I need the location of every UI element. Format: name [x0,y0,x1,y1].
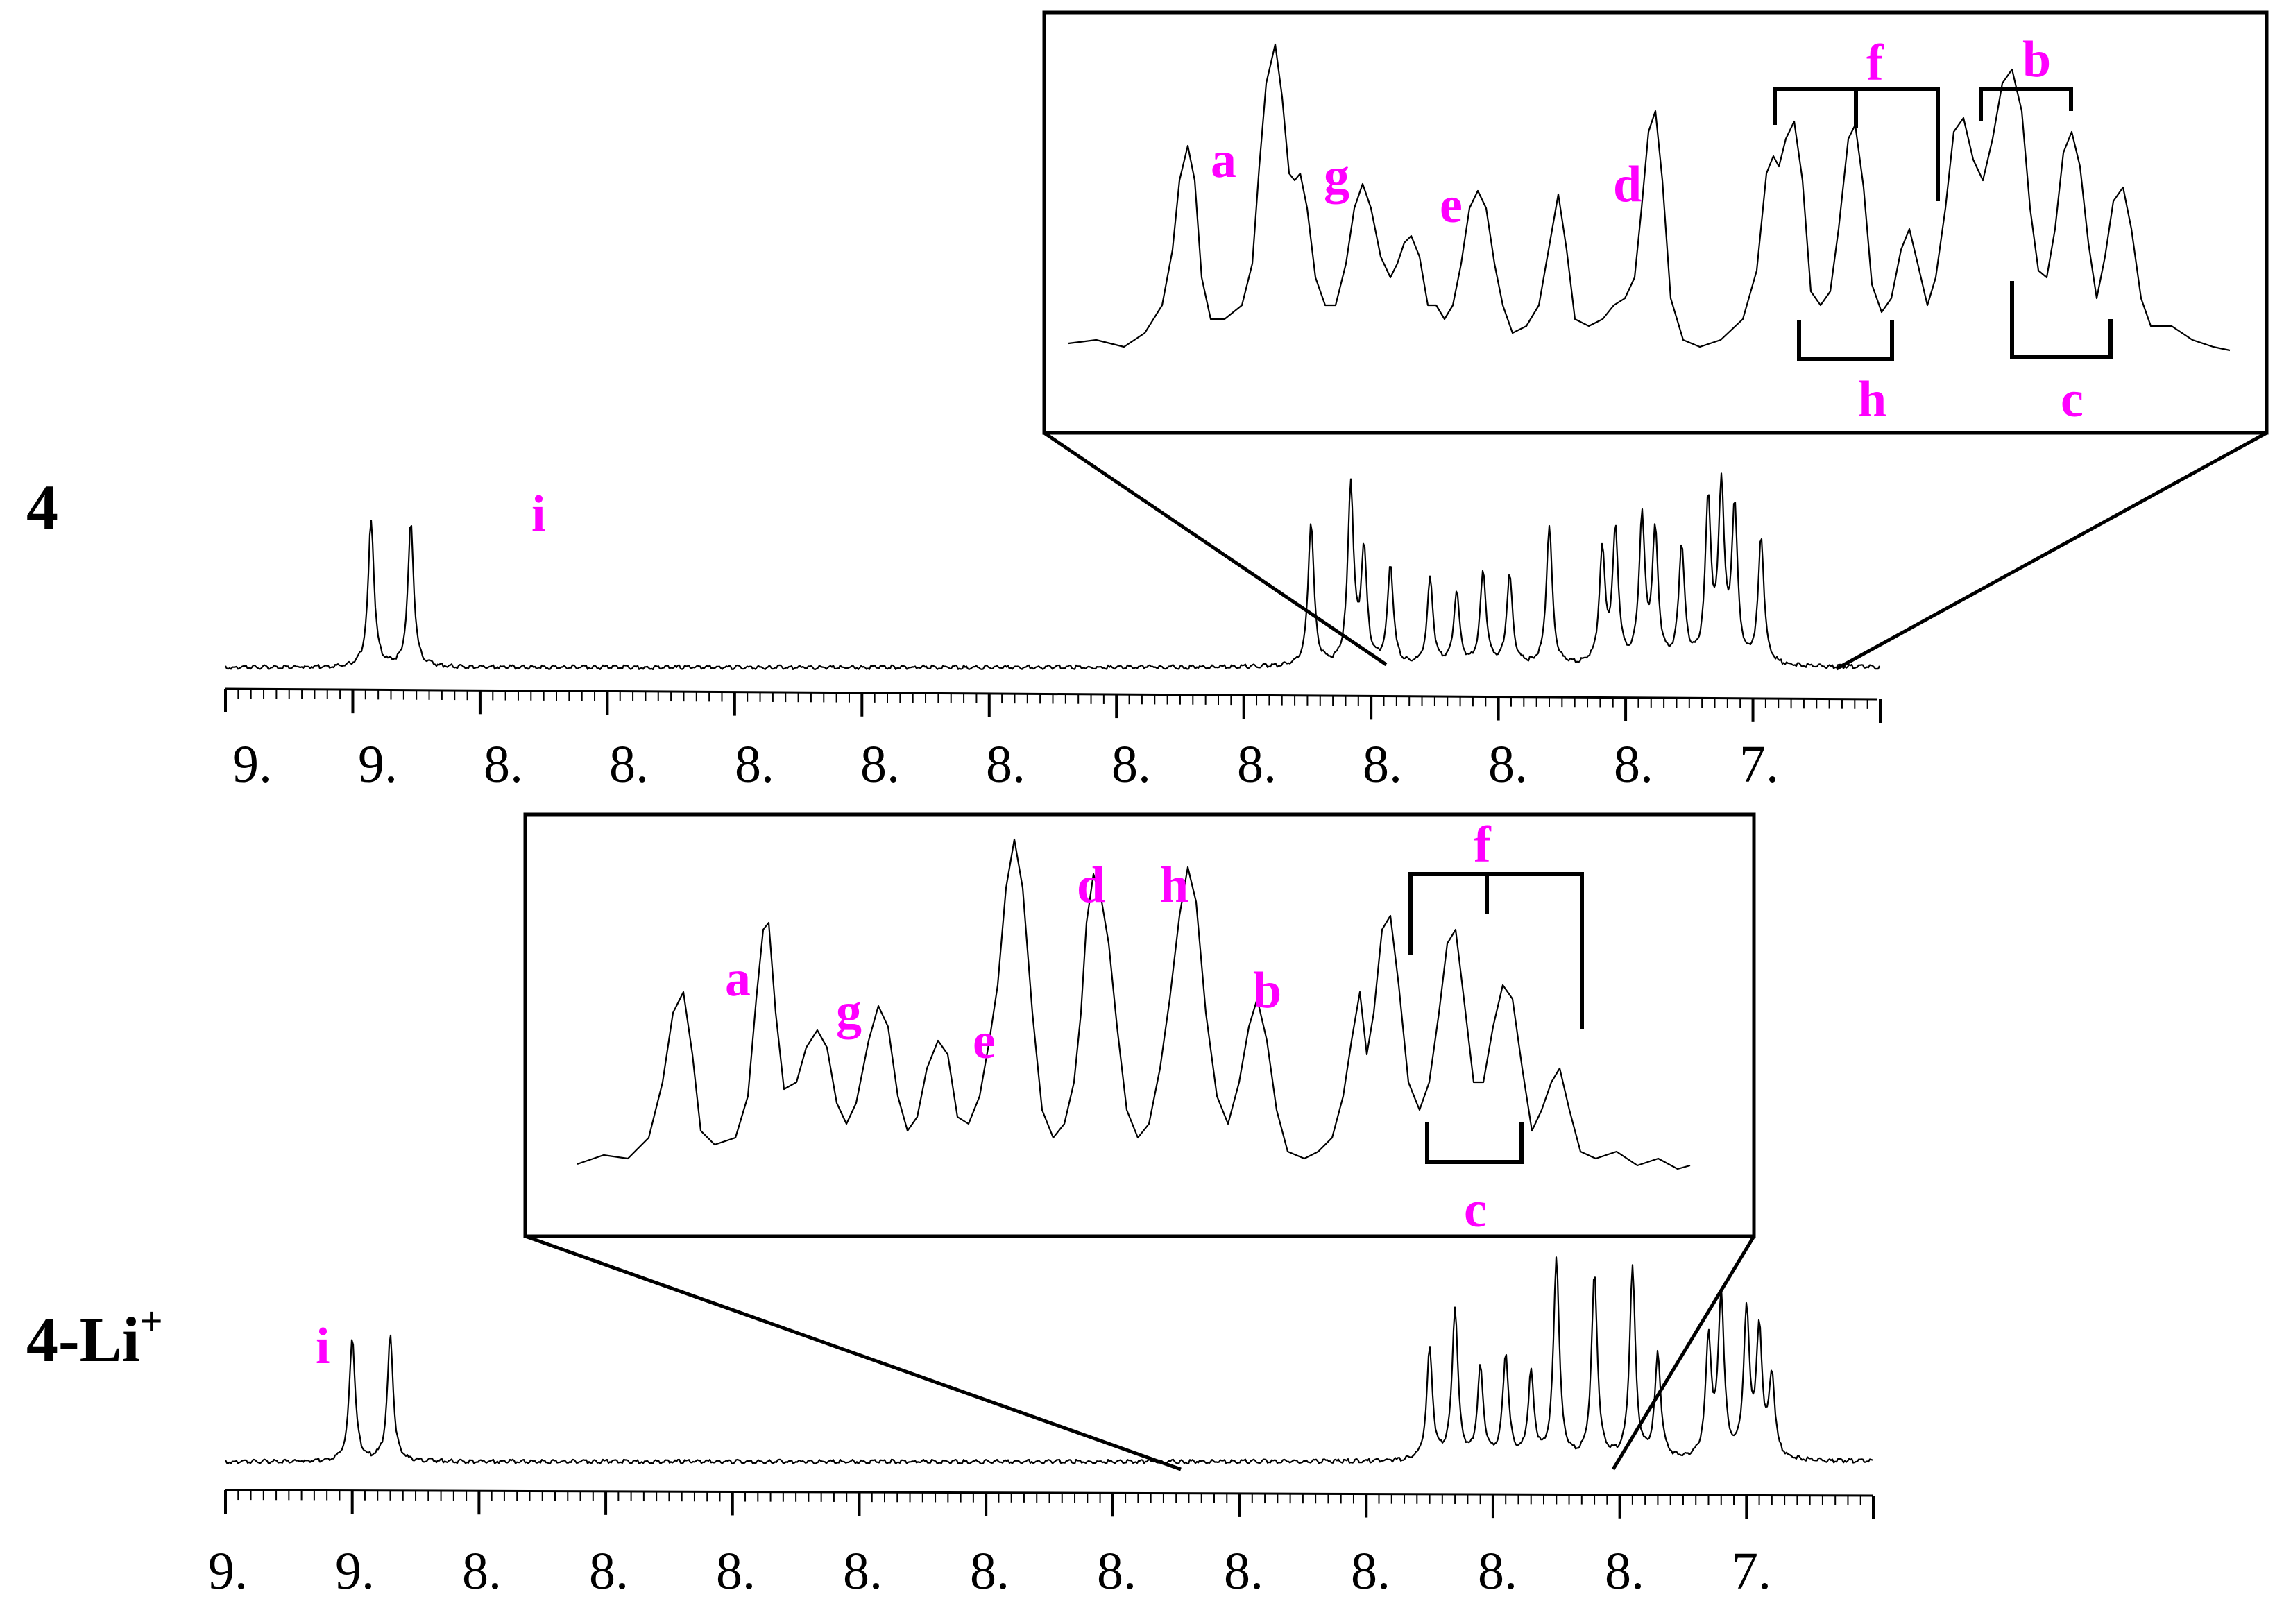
tick-label: 9. [232,735,272,794]
compound-label-4-li-base: 4-Li [26,1304,140,1375]
peak-label-f-li: f [1474,817,1492,873]
tick-label: 9. [358,735,398,794]
peak-label-c: c [2061,371,2084,428]
inset-box-4-li [523,812,1756,1238]
peak-label-f: f [1866,35,1884,92]
tick-label: 8. [1224,1542,1263,1600]
peak-label-i-li: i [316,1318,330,1375]
tick-label: 8. [735,735,774,794]
ppm-axis-ticks-4 [224,689,1882,723]
tick-label: 8. [1111,735,1151,794]
ppm-axis-ticks-4-li [224,1490,1875,1519]
tick-label: 8. [1097,1542,1136,1600]
zoom-line-left-4 [1043,431,1388,667]
tick-label: 8. [589,1542,629,1600]
tick-label: 8. [1488,735,1528,794]
tick-label: 8. [716,1542,756,1600]
spectrum-trace-4 [225,472,1880,670]
tick-label: 8. [462,1542,502,1600]
compound-label-4-li: 4-Li+ [26,1299,163,1375]
peak-label-b-li: b [1253,962,1281,1019]
tick-label: 8. [1478,1542,1517,1600]
peak-label-d: d [1613,156,1642,213]
tick-label: 7. [1732,1542,1771,1600]
tick-label: 8. [1351,1542,1390,1600]
spectrum-4: 4 a g e d f b h c i 9. 9. 8. 8. 8. 8. 8. 8. 8. 8.… [26,10,2269,794]
zoom-line-left-4-li [525,1234,1182,1471]
ppm-axis-labels-4-li: 9. 9. 8. 8. 8. 8. 8. 8. 8. 8. 8. 8. 7. [208,1542,1771,1600]
tick-label: 8. [609,735,649,794]
compound-label-4: 4 [26,472,58,542]
tick-label: 8. [986,735,1025,794]
peak-label-a: a [1211,132,1236,189]
tick-label: 8. [484,735,523,794]
bracket-f-4 [1773,87,1940,201]
inset-trace-4-li [577,838,1691,1170]
ppm-axis-labels-4: 9. 9. 8. 8. 8. 8. 8. 8. 8. 8. 8. 8. 7. [232,735,1779,794]
inset-trace-4 [1068,43,2231,352]
zoom-line-right-4-li [1611,1235,1756,1471]
bracket-b-4 [1979,87,2073,121]
tick-label: 8. [843,1542,883,1600]
tick-label: 8. [1237,735,1277,794]
tick-label: 7. [1739,735,1779,794]
peak-label-g: g [1324,148,1349,205]
peak-label-e-li: e [973,1013,996,1070]
bracket-c-4-li [1425,1122,1524,1164]
bracket-c-4 [2010,281,2113,359]
ppm-axis-line-4 [225,687,1877,701]
peak-label-e: e [1440,177,1463,234]
tick-label: 8. [860,735,900,794]
peak-label-g-li: g [836,983,862,1040]
tick-label: 8. [1605,1542,1644,1600]
tick-label: 8. [1614,735,1653,794]
tick-label: 9. [208,1542,248,1600]
tick-label: 8. [1363,735,1402,794]
peak-label-c-li: c [1464,1181,1487,1238]
compound-label-4-li-superscript: + [140,1299,163,1344]
bracket-f-4-li [1408,872,1584,1029]
tick-label: 9. [335,1542,375,1600]
tick-label: 8. [970,1542,1009,1600]
bracket-h-4 [1797,320,1894,361]
peak-label-h-li: h [1160,857,1188,914]
peak-label-a-li: a [725,950,751,1007]
peak-label-i: i [531,486,546,542]
spectrum-trace-4-li [225,1256,1873,1464]
peak-label-h: h [1858,371,1886,428]
spectrum-4-li: 4-Li+ a g e d h b f c i 9. 9. 8. 8. 8. 8. 8. 8.… [26,812,1875,1600]
zoom-line-right-4 [1835,431,2268,671]
peak-label-b: b [2022,31,2051,88]
peak-label-d-li: d [1077,857,1105,914]
inset-box-4 [1042,10,2269,435]
